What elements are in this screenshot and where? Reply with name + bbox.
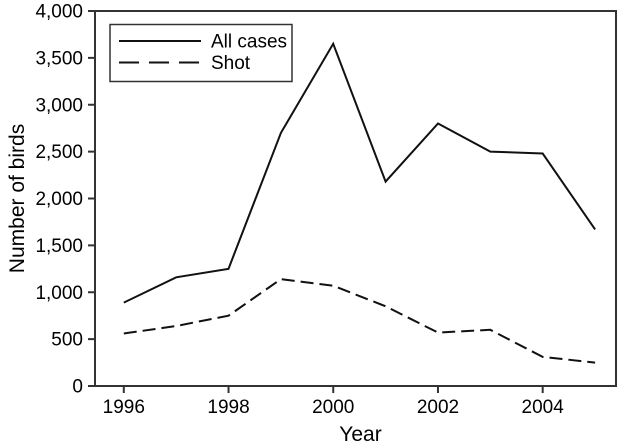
y-tick-label: 3,500 xyxy=(35,48,83,69)
y-tick-label: 4,000 xyxy=(35,2,83,23)
legend-label-shot: Shot xyxy=(211,53,251,74)
y-tick-label: 2,500 xyxy=(35,142,83,163)
x-tick-label: 2002 xyxy=(417,397,459,418)
x-tick-label: 1998 xyxy=(207,397,249,418)
series-line-shot xyxy=(123,278,596,364)
y-tick-label: 2,000 xyxy=(35,189,83,210)
legend-label-all-cases: All cases xyxy=(211,32,287,53)
x-tick-label: 2000 xyxy=(312,397,354,418)
x-tick-label: 1996 xyxy=(103,397,145,418)
y-tick-label: 3,000 xyxy=(35,95,83,116)
y-tick-label: 500 xyxy=(51,330,83,351)
legend-box xyxy=(109,23,293,83)
x-axis-title: Year xyxy=(339,423,381,446)
series-line-all-cases xyxy=(123,41,596,304)
y-axis-title: Number of birds xyxy=(6,124,29,273)
y-tick-label: 0 xyxy=(72,377,83,398)
y-tick-label: 1,500 xyxy=(35,236,83,257)
x-tick-label: 2004 xyxy=(522,397,565,418)
y-tick-label: 1,000 xyxy=(35,283,83,304)
